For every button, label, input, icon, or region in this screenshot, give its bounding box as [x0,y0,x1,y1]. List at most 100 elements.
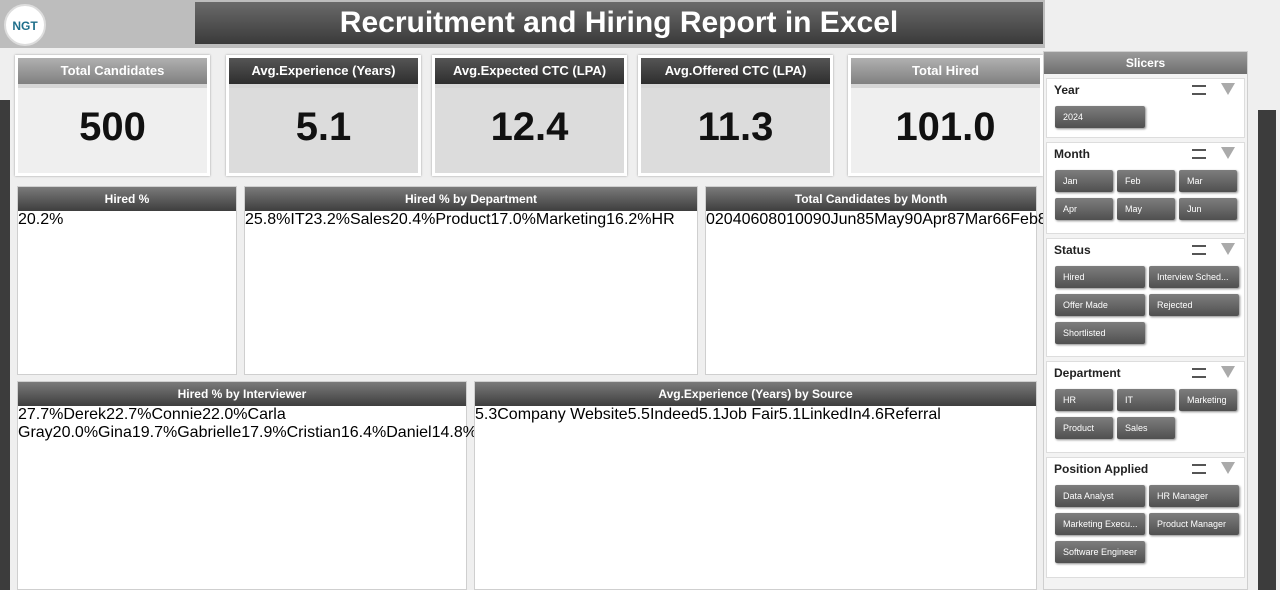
chart-panel: Hired % by Department 25.8%IT23.2%Sales20… [244,186,698,375]
kpi-card: Avg.Experience (Years) 5.1 [226,55,421,176]
x-tick-label: Indeed [649,406,699,423]
slicer-button[interactable]: Sales [1117,417,1175,439]
slicer-button[interactable]: HR [1055,389,1113,411]
right-strip [1258,110,1276,590]
x-tick-label: Product [435,211,491,228]
multiselect-icon[interactable] [1192,149,1206,159]
chart: 27.7%Derek22.7%Connie22.0%Carla Gray20.0… [18,406,518,442]
slicer-title: Position Applied [1054,462,1149,476]
multiselect-icon[interactable] [1192,368,1206,378]
x-tick-label: Daniel [386,424,432,441]
kpi-label: Total Candidates [18,58,207,84]
slicer-button[interactable]: Jun [1179,198,1237,220]
bar-label: 17.9% [241,424,287,441]
kpi-value: 11.3 [641,88,830,173]
x-tick-label: LinkedIn [801,406,862,423]
x-tick-label: Gina [98,424,132,441]
bar-label: 16.2% [606,211,652,228]
slicer-title: Year [1054,83,1080,97]
y-tick-label: 40 [732,211,751,228]
slicer-title: Department [1054,366,1121,380]
x-tick-label: Carla Gray [18,406,286,441]
kpi-label: Total Hired [851,58,1040,84]
y-tick-label: 60 [750,211,769,228]
multiselect-icon[interactable] [1192,85,1206,95]
chart-panel: Total Candidates by Month 02040608010090J… [705,186,1081,375]
chart: 20.2% [18,211,63,229]
y-tick-label: 80 [768,211,787,228]
slicer-button[interactable]: Mar [1179,170,1237,192]
chart-title: Hired % [18,187,236,211]
x-tick-label: Derek [63,406,107,423]
point-label: 90 [812,211,831,228]
x-tick-label: HR [651,211,675,228]
slicer-button[interactable]: Rejected [1149,294,1239,316]
slicer-button[interactable]: HR Manager [1149,485,1239,507]
marker-label: 4.6 [861,406,884,423]
bar-label: 23.2% [304,211,350,228]
x-tick-label: Marketing [535,211,607,228]
slicer-group: Year 2024 [1046,78,1245,138]
clear-filter-icon[interactable] [1221,147,1235,159]
slicer-button[interactable]: Interview Sched... [1149,266,1239,288]
chart-title: Hired % by Department [245,187,697,211]
x-tick-label: Referral [883,406,941,423]
x-tick-label: Cristian [286,424,341,441]
chart-panel: Hired % 20.2% [17,186,237,375]
slicer-group: Month Jan Feb Mar Apr May Jun [1046,142,1245,234]
marker-label: 5.3 [475,406,498,423]
slicer-panel: Slicers Year 2024 Month Jan Feb Mar Apr May Jun St… [1043,51,1248,590]
slicer-button[interactable]: Data Analyst [1055,485,1145,507]
point-label: 66 [992,211,1011,228]
x-tick-label: Apr [922,211,948,228]
clear-filter-icon[interactable] [1221,462,1235,474]
logo: NGT [4,4,46,46]
slicer-button[interactable]: Product [1055,417,1113,439]
bar-label: 16.4% [340,424,387,441]
slicer-button[interactable]: Jan [1055,170,1113,192]
slicer-button[interactable]: Offer Made [1055,294,1145,316]
kpi-card: Total Hired 101.0 [848,55,1043,176]
slicer-button[interactable]: Shortlisted [1055,322,1145,344]
clear-filter-icon[interactable] [1221,243,1235,255]
slicer-button[interactable]: Software Engineer [1055,541,1145,563]
slicer-button[interactable]: Product Manager [1149,513,1239,535]
y-tick-label: 0 [706,211,715,228]
clear-filter-icon[interactable] [1221,366,1235,378]
kpi-card: Avg.Expected CTC (LPA) 12.4 [432,55,627,176]
slicer-button[interactable]: Feb [1117,170,1175,192]
slicer-group: Status Hired Interview Sched... Offer Made R… [1046,238,1245,357]
marker-label: 5.1 [698,406,722,423]
slicer-button[interactable]: 2024 [1055,106,1145,128]
slicer-header: Slicers [1044,52,1247,74]
x-tick-label: Gabrielle [177,424,242,441]
kpi-card: Avg.Offered CTC (LPA) 11.3 [638,55,833,176]
slicer-button[interactable]: Marketing [1179,389,1237,411]
marker-label: 5.5 [627,406,650,423]
kpi-value: 5.1 [229,88,418,173]
multiselect-icon[interactable] [1192,464,1206,474]
left-strip [0,100,10,590]
bar-label: 17.0% [490,211,536,228]
kpi-value: 500 [18,88,207,173]
chart-panel: Hired % by Interviewer 27.7%Derek22.7%Con… [17,381,518,590]
point-label: 90 [904,211,923,228]
slicer-title: Month [1054,147,1090,161]
gauge-label: 20.2% [18,211,64,228]
slicer-button[interactable]: Hired [1055,266,1145,288]
x-tick-label: Sales [349,211,390,228]
chart-title: Hired % by Interviewer [18,382,466,406]
slicer-button[interactable]: Marketing Execu... [1055,513,1145,535]
bar-label: 19.7% [131,424,178,441]
slicer-button[interactable]: Apr [1055,198,1113,220]
slicer-button[interactable]: May [1117,198,1175,220]
multiselect-icon[interactable] [1192,245,1206,255]
x-tick-label: Connie [151,406,203,423]
clear-filter-icon[interactable] [1221,83,1235,95]
chart-title: Avg.Experience (Years) by Source [475,382,1036,406]
x-tick-label: IT [290,211,305,228]
slicer-button[interactable]: IT [1117,389,1175,411]
chart-title: Total Candidates by Month [706,187,1036,211]
x-tick-label: Mar [964,211,993,228]
